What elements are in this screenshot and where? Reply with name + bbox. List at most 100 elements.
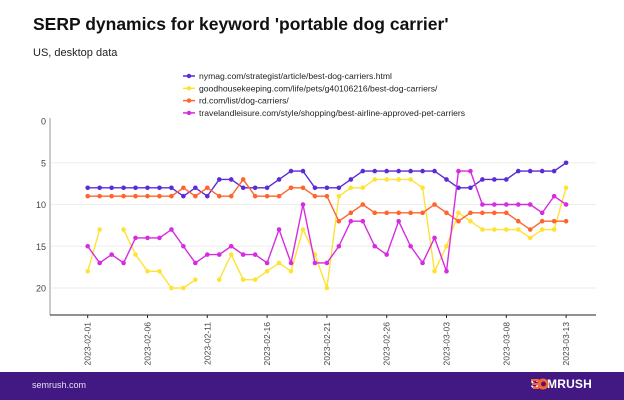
data-point <box>181 193 186 199</box>
data-point <box>157 185 162 191</box>
data-point <box>539 218 545 224</box>
data-point <box>324 185 330 191</box>
data-point <box>252 252 258 257</box>
data-point <box>336 243 342 249</box>
x-tick-label: 2023-03-13 <box>561 322 571 366</box>
y-tick-label: 20 <box>36 284 46 294</box>
data-point <box>420 210 425 216</box>
data-point <box>408 243 413 249</box>
data-point <box>300 168 306 174</box>
legend-swatch-marker <box>186 110 192 116</box>
legend-entry: goodhousekeeping.com/life/pets/g40106216… <box>199 83 438 93</box>
data-point <box>276 193 282 199</box>
data-point <box>551 193 557 199</box>
data-point <box>396 177 401 182</box>
data-point <box>396 168 401 174</box>
footer: semrush.com SEMRUSH <box>0 372 624 400</box>
data-point <box>372 243 378 249</box>
data-point <box>145 185 150 191</box>
data-point <box>515 218 521 224</box>
data-point <box>551 227 557 232</box>
data-point <box>288 260 294 266</box>
data-point <box>504 227 509 232</box>
data-point <box>181 243 186 249</box>
y-tick-label: 5 <box>41 158 46 168</box>
data-point <box>432 202 437 207</box>
semrush-flame-icon <box>530 378 549 390</box>
data-point <box>527 235 533 241</box>
data-point <box>336 218 342 224</box>
data-point <box>384 168 390 174</box>
data-point <box>145 193 150 199</box>
data-point <box>480 177 485 182</box>
data-point <box>396 210 401 216</box>
data-point <box>264 269 270 274</box>
data-point <box>539 168 545 174</box>
data-point <box>432 235 437 241</box>
data-point <box>121 193 126 199</box>
data-point <box>121 260 126 266</box>
data-point <box>109 185 114 191</box>
chart-subtitle: US, desktop data <box>33 47 118 59</box>
data-point <box>444 177 449 182</box>
data-point <box>97 193 102 199</box>
data-point <box>193 185 198 191</box>
data-point <box>121 227 126 232</box>
x-tick-label: 2023-03-08 <box>501 322 511 366</box>
data-point <box>444 243 449 249</box>
data-point <box>360 168 366 174</box>
data-point <box>384 252 390 257</box>
legend-swatch-marker <box>186 98 192 103</box>
data-point <box>504 210 509 216</box>
data-point <box>288 185 294 191</box>
data-point <box>527 202 533 207</box>
data-point <box>384 210 390 216</box>
data-point <box>240 252 246 257</box>
footer-site-link[interactable]: semrush.com <box>32 380 87 390</box>
data-point <box>169 185 174 191</box>
x-tick-label: 2023-02-06 <box>143 322 153 366</box>
data-point <box>468 185 473 191</box>
data-point <box>468 210 473 216</box>
data-point <box>240 185 246 191</box>
data-point <box>563 185 569 191</box>
data-point <box>264 185 270 191</box>
data-point <box>252 277 258 282</box>
y-tick-label: 15 <box>36 242 46 252</box>
data-point <box>456 218 461 224</box>
data-point <box>157 269 162 274</box>
data-point <box>276 177 282 182</box>
data-point <box>240 277 246 282</box>
data-point <box>276 260 282 266</box>
data-point <box>563 202 569 207</box>
data-point <box>504 177 509 182</box>
x-tick-label: 2023-02-01 <box>83 322 93 366</box>
data-point <box>539 210 545 216</box>
legend-swatch-marker <box>186 73 192 79</box>
data-point <box>228 193 234 199</box>
data-point <box>109 252 114 257</box>
data-point <box>264 193 270 199</box>
data-point <box>527 227 533 232</box>
x-tick-label: 2023-02-16 <box>262 322 272 366</box>
data-point <box>360 202 366 207</box>
data-point <box>157 235 162 241</box>
legend-entry: nymag.com/strategist/article/best-dog-ca… <box>199 71 392 81</box>
data-point <box>456 168 461 174</box>
data-point <box>133 185 138 191</box>
data-point <box>420 168 425 174</box>
x-tick-label: 2023-02-26 <box>382 322 392 366</box>
data-point <box>324 285 330 291</box>
data-point <box>264 260 270 266</box>
data-point <box>228 243 234 249</box>
data-point <box>133 193 138 199</box>
data-point <box>372 168 378 174</box>
x-tick-label: 2023-02-11 <box>202 322 212 365</box>
legend-entry: rd.com/list/dog-carriers/ <box>199 96 289 106</box>
data-point <box>216 277 222 282</box>
data-point <box>420 185 425 191</box>
data-point <box>420 260 425 266</box>
data-point <box>169 227 174 232</box>
chart-title: SERP dynamics for keyword 'portable dog … <box>33 14 449 34</box>
data-point <box>432 269 437 274</box>
